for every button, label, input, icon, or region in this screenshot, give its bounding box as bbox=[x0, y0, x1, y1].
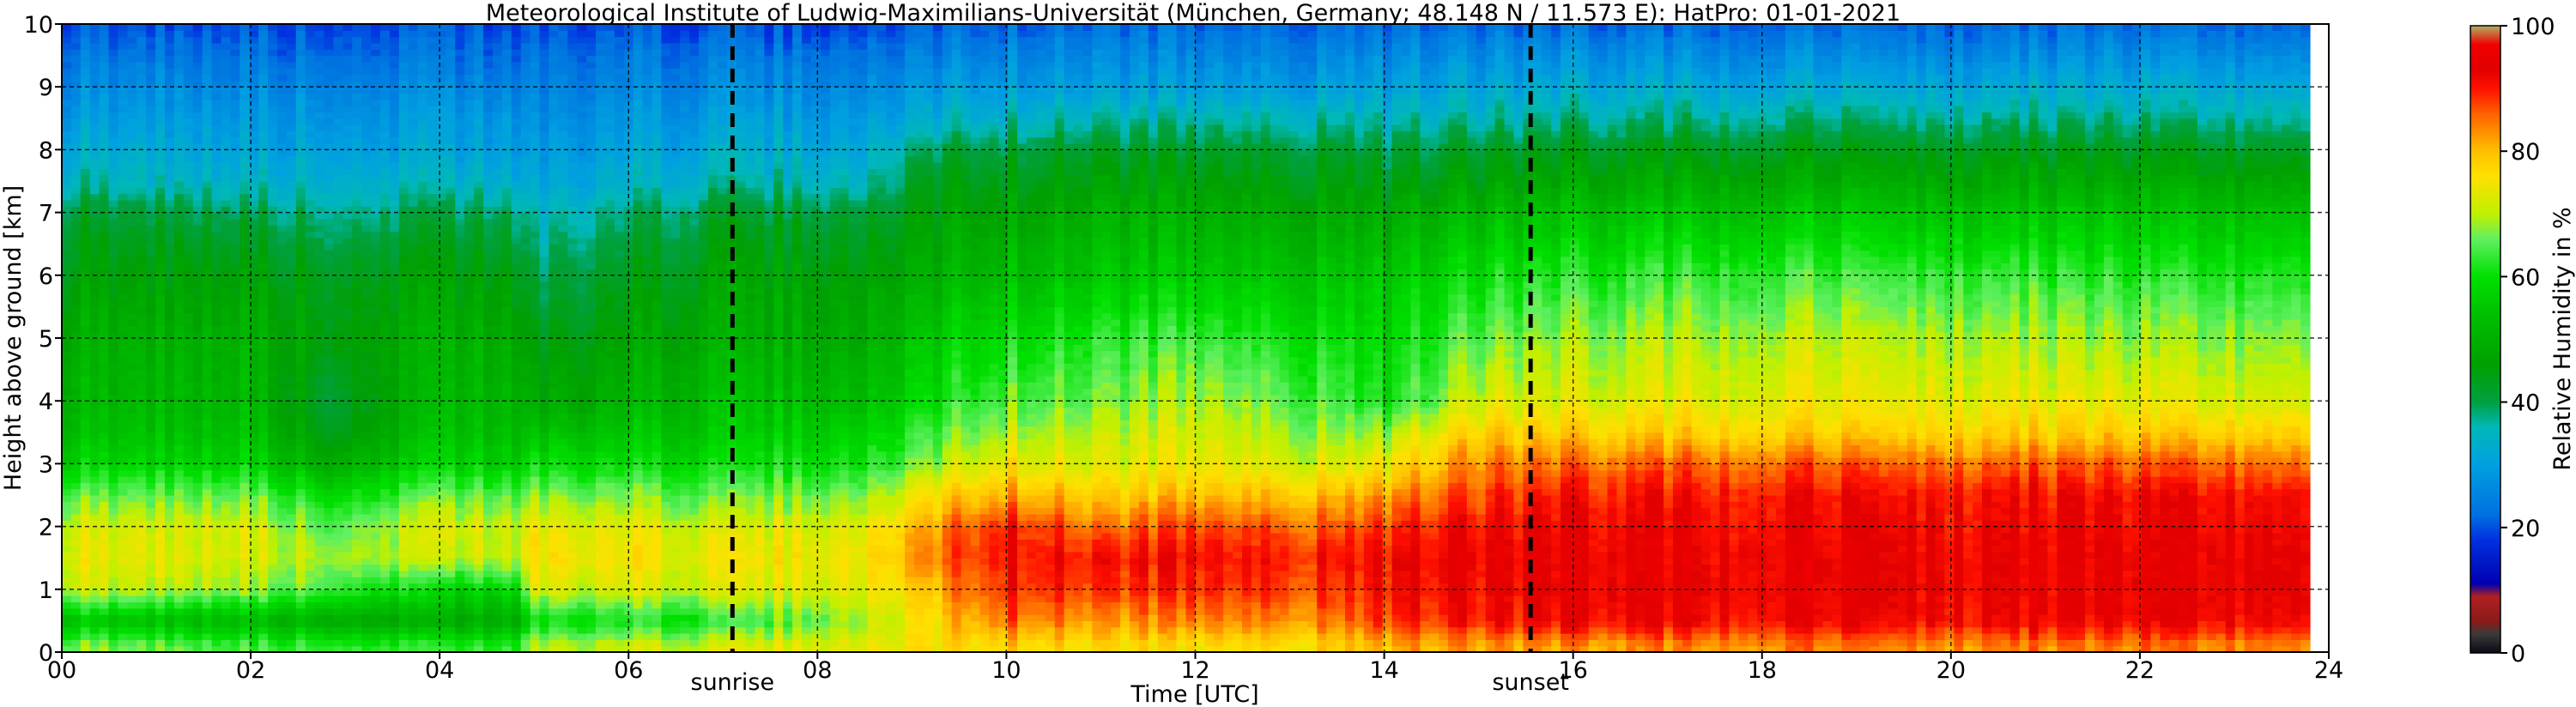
y-tick-label: 5 bbox=[39, 326, 53, 353]
x-tick-label: 10 bbox=[991, 657, 1021, 684]
y-tick-label: 3 bbox=[39, 451, 53, 478]
x-tick-label: 14 bbox=[1369, 657, 1398, 684]
colorbar-ticks: 0 20 40 60 80 100 bbox=[2500, 14, 2555, 668]
sunrise-label: sunrise bbox=[691, 669, 775, 696]
y-tick-label: 6 bbox=[39, 263, 53, 290]
y-tick-label: 9 bbox=[39, 75, 53, 101]
y-axis-ticks: 0 1 2 3 4 5 6 7 8 9 10 bbox=[24, 12, 62, 667]
y-tick-label: 0 bbox=[39, 640, 53, 667]
x-tick-label: 02 bbox=[236, 657, 265, 684]
x-tick-label: 16 bbox=[1558, 657, 1587, 684]
y-tick-label: 10 bbox=[24, 12, 53, 39]
colorbar-tick-label: 0 bbox=[2511, 641, 2525, 668]
x-tick-label: 12 bbox=[1180, 657, 1209, 684]
colorbar: 0 20 40 60 80 100 Relative Humidity in % bbox=[2470, 14, 2576, 668]
colorbar-tick-label: 60 bbox=[2511, 264, 2540, 291]
x-axis-label: Time [UTC] bbox=[1130, 681, 1258, 707]
sunset-label: sunset bbox=[1492, 669, 1569, 696]
grid-lines bbox=[62, 24, 2329, 652]
plot-area bbox=[61, 23, 2330, 653]
y-tick-label: 1 bbox=[39, 577, 53, 604]
x-tick-label: 20 bbox=[1937, 657, 1966, 684]
y-tick-label: 4 bbox=[39, 389, 53, 415]
colorbar-label: Relative Humidity in % bbox=[2549, 207, 2576, 470]
colorbar-tick-label: 100 bbox=[2511, 14, 2555, 40]
y-tick-label: 8 bbox=[39, 137, 53, 164]
x-tick-label: 00 bbox=[47, 657, 76, 684]
y-axis-label: Height above ground [km] bbox=[0, 185, 27, 491]
event-labels: sunrise sunset bbox=[691, 669, 1569, 696]
x-axis-ticks: 00 02 04 06 08 10 12 14 16 18 20 22 24 bbox=[47, 652, 2343, 684]
colorbar-scale bbox=[2470, 25, 2501, 654]
x-tick-label: 06 bbox=[614, 657, 643, 684]
chart-title: Meteorological Institute of Ludwig-Maxim… bbox=[486, 0, 1900, 27]
x-tick-label: 22 bbox=[2125, 657, 2155, 684]
y-tick-label: 2 bbox=[39, 515, 53, 541]
event-lines bbox=[730, 24, 1533, 652]
colorbar-tick-label: 80 bbox=[2511, 139, 2540, 166]
x-tick-label: 04 bbox=[425, 657, 454, 684]
x-tick-label: 08 bbox=[803, 657, 832, 684]
x-tick-label: 24 bbox=[2314, 657, 2343, 684]
x-tick-label: 18 bbox=[1748, 657, 1777, 684]
humidity-heatmap bbox=[62, 24, 2311, 653]
colorbar-tick-label: 20 bbox=[2511, 516, 2540, 542]
colorbar-tick-label: 40 bbox=[2511, 390, 2540, 417]
y-tick-label: 7 bbox=[39, 201, 53, 227]
